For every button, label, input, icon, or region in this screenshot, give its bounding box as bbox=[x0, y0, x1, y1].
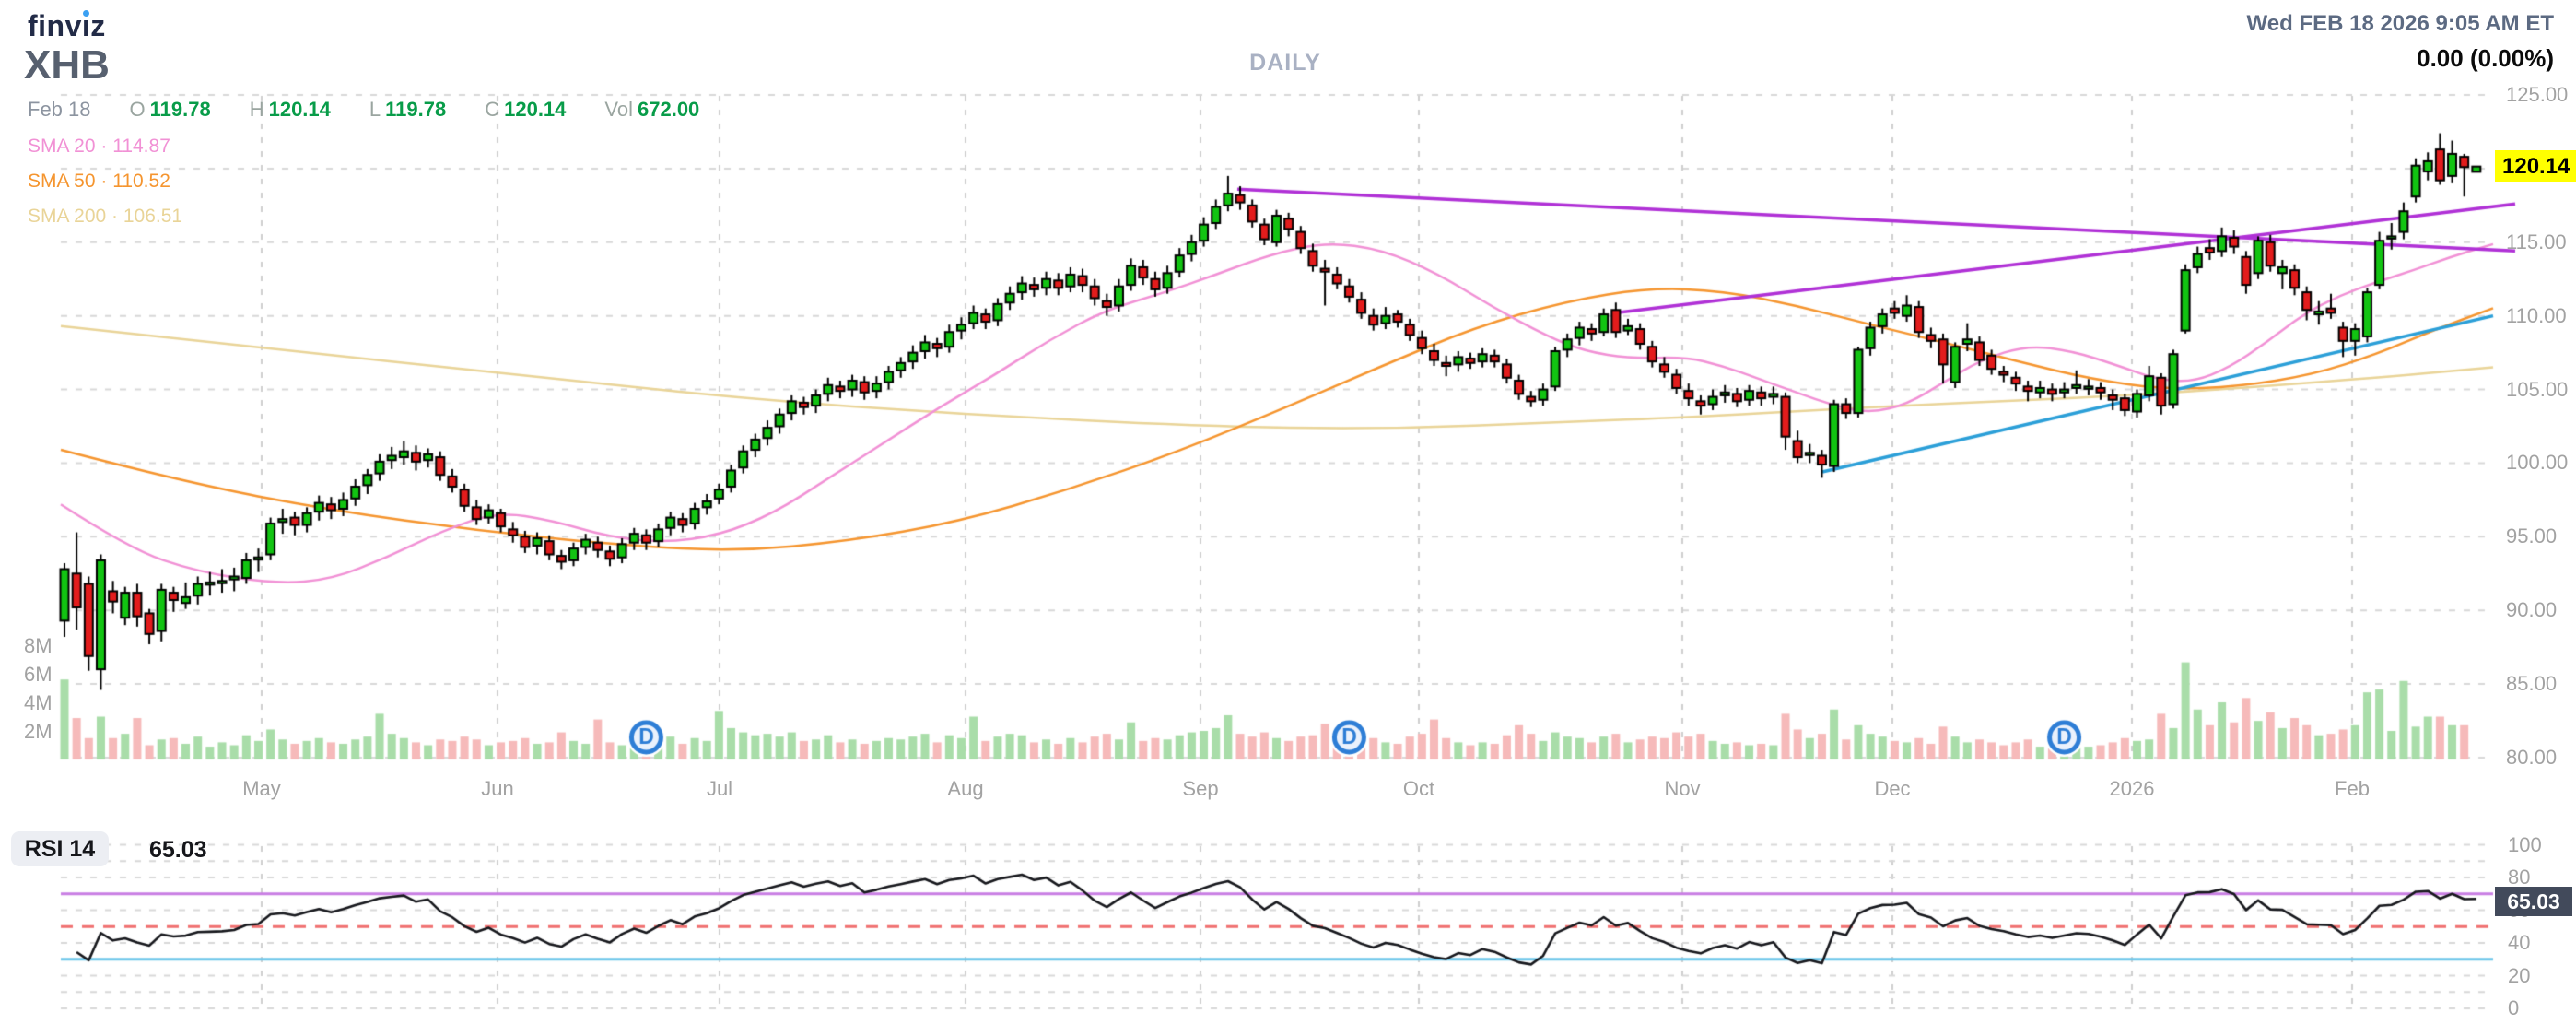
finviz-logo[interactable]: finvız bbox=[28, 9, 106, 43]
volume-tick-label: 6M bbox=[24, 663, 53, 686]
volume-tick-label: 4M bbox=[24, 691, 53, 714]
quote-datetime: Wed FEB 18 2026 9:05 AM ET bbox=[2246, 11, 2554, 36]
logo-text: finv bbox=[28, 9, 82, 42]
rsi-value-badge: 65.03 bbox=[2495, 887, 2572, 916]
volume-tick-label: 2M bbox=[24, 720, 53, 743]
rsi-tick-label: 80 bbox=[2508, 865, 2531, 889]
ticker-symbol: XHB bbox=[24, 42, 110, 88]
rsi-tick-label: 0 bbox=[2508, 996, 2520, 1019]
price-change: 0.00 (0.00%) bbox=[2417, 44, 2554, 72]
ohlc-field-c: C 120.14 bbox=[485, 98, 567, 121]
price-tick-label: 90.00 bbox=[2506, 598, 2558, 622]
price-tick-label: 115.00 bbox=[2506, 230, 2567, 253]
ohlc-field-o: O 119.78 bbox=[129, 98, 211, 121]
sma50-legend: SMA 50 · 110.52 bbox=[28, 171, 170, 192]
logo-text-end: z bbox=[90, 9, 106, 42]
month-tick-label: 2026 bbox=[2109, 777, 2155, 800]
price-tick-label: 125.00 bbox=[2506, 83, 2569, 106]
price-tick-label: 105.00 bbox=[2506, 377, 2569, 401]
last-price-badge: 120.14 bbox=[2495, 150, 2576, 182]
sma200-legend: SMA 200 · 106.51 bbox=[28, 206, 183, 227]
month-tick-label: May bbox=[242, 777, 281, 800]
price-tick-label: 80.00 bbox=[2506, 746, 2558, 769]
price-tick-label: 110.00 bbox=[2506, 303, 2567, 327]
month-tick-label: Jul bbox=[706, 777, 733, 800]
timeframe-label: DAILY bbox=[1249, 50, 1321, 76]
price-tick-label: 100.00 bbox=[2506, 451, 2569, 475]
rsi-tick-label: 40 bbox=[2508, 931, 2531, 954]
sma20-legend: SMA 20 · 114.87 bbox=[28, 135, 170, 157]
quote-date: Feb 18 bbox=[28, 98, 91, 121]
logo-i-dot-icon: ı bbox=[81, 9, 91, 42]
price-tick-label: 85.00 bbox=[2506, 672, 2558, 696]
rsi-current-value: 65.03 bbox=[149, 837, 207, 863]
month-tick-label: Jun bbox=[481, 777, 514, 800]
ohlc-quote-row: Feb 18 O 119.78 H 120.14 L 119.78 C 120.14 Vol 672… bbox=[28, 98, 699, 122]
volume-tick-label: 8M bbox=[24, 634, 53, 657]
month-tick-label: Nov bbox=[1664, 777, 1701, 800]
month-tick-label: Sep bbox=[1182, 777, 1219, 800]
rsi-indicator-label[interactable]: RSI 14 bbox=[11, 831, 109, 866]
price-tick-label: 95.00 bbox=[2506, 524, 2558, 548]
ohlc-field-h: H 120.14 bbox=[249, 98, 331, 121]
rsi-tick-label: 20 bbox=[2508, 963, 2531, 987]
month-tick-label: Dec bbox=[1874, 777, 1911, 800]
month-tick-label: Aug bbox=[947, 777, 984, 800]
ohlc-field-l: L 119.78 bbox=[369, 98, 447, 121]
rsi-tick-label: 100 bbox=[2508, 832, 2542, 856]
month-tick-label: Oct bbox=[1402, 777, 1435, 800]
month-tick-label: Feb bbox=[2335, 777, 2370, 800]
ohlc-field-vol: Vol 672.00 bbox=[604, 98, 700, 121]
